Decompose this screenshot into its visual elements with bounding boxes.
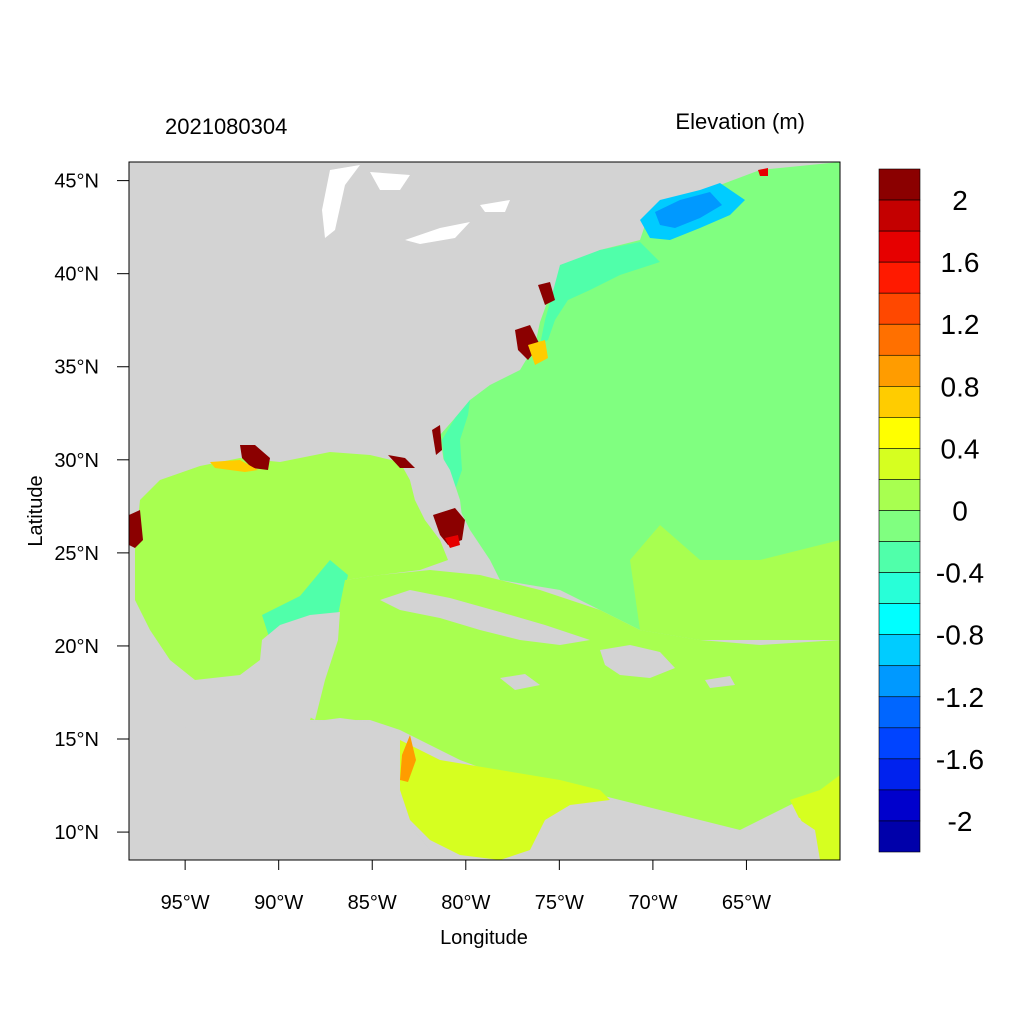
colorbar-segment <box>878 386 921 418</box>
south-america-land <box>545 800 820 860</box>
south-caribbean <box>400 740 610 860</box>
map-panel <box>129 162 840 860</box>
x-axis-label: Longitude <box>440 927 528 949</box>
colorbar-segment <box>878 261 921 294</box>
date-label: 2021080304 <box>165 114 287 139</box>
yucatan-land <box>262 612 340 720</box>
colorbar-label: -0.8 <box>936 620 984 651</box>
gulf-of-maine-core <box>655 192 722 228</box>
nicaragua-coast-high <box>400 735 416 782</box>
y-tick-label: 25°N <box>54 543 99 565</box>
colorbar-segment <box>878 230 921 263</box>
colorbar-segment <box>878 510 921 542</box>
x-tick-label: 90°W <box>254 892 303 914</box>
texas-coast-high <box>129 510 143 548</box>
big-bend-high <box>388 455 415 468</box>
atlantic-ocean <box>440 162 840 640</box>
y-tick-label: 15°N <box>54 729 99 751</box>
variable-label: Elevation (m) <box>675 109 805 134</box>
gulf-shelf-negative <box>262 560 348 640</box>
colorbar-label: 1.6 <box>941 247 980 278</box>
colorbar-label: 1.2 <box>941 309 980 340</box>
colorbar-label: -2 <box>948 806 973 837</box>
colorbar-segment <box>878 727 921 760</box>
colorbar-segment <box>878 354 921 387</box>
carolina-coast-mid <box>528 340 548 365</box>
colorbar-label: 2 <box>952 185 968 216</box>
y-tick-label: 20°N <box>54 636 99 658</box>
colorbar-segment <box>878 789 921 822</box>
x-tick-label: 85°W <box>348 892 397 914</box>
x-axis: 95°W 90°W 85°W 80°W 75°W 70°W 65°W <box>161 860 771 914</box>
x-tick-label: 95°W <box>161 892 210 914</box>
venezuela-coast <box>790 775 840 860</box>
colorbar-label: -1.2 <box>936 682 984 713</box>
colorbar-label: -0.4 <box>936 558 984 589</box>
colorbar-segment <box>878 292 921 325</box>
south-florida-tip <box>445 535 460 548</box>
y-tick-label: 35°N <box>54 357 99 379</box>
hispaniola-land <box>600 645 675 678</box>
colorbar-segment <box>878 199 921 232</box>
x-tick-label: 75°W <box>535 892 584 914</box>
colorbar-segment <box>878 820 921 853</box>
gulf-of-mexico <box>135 452 448 680</box>
puerto-rico-land <box>705 676 735 688</box>
caribbean-sea <box>310 570 840 830</box>
jamaica-land <box>500 674 540 690</box>
colorbar <box>878 168 921 853</box>
atlantic-shelf <box>540 242 660 345</box>
georgia-coast-high <box>432 425 442 455</box>
colorbar-segment <box>878 479 921 511</box>
atlantic-southeast <box>630 525 840 640</box>
x-tick-label: 70°W <box>628 892 677 914</box>
y-tick-label: 45°N <box>54 171 99 193</box>
chesapeake-high <box>538 282 555 305</box>
georgia-shelf <box>442 400 470 490</box>
colorbar-segment <box>878 541 921 573</box>
colorbar-label: -1.6 <box>936 744 984 775</box>
colorbar-segment <box>878 603 921 635</box>
colorbar-segment <box>878 448 921 480</box>
colorbar-labels: 2 1.6 1.2 0.8 0.4 0 -0.4 -0.8 -1.2 -1.6 -2 <box>936 185 984 837</box>
colorbar-segment <box>878 323 921 356</box>
colorbar-segment <box>878 634 921 667</box>
x-tick-label: 80°W <box>441 892 490 914</box>
colorbar-label: 0.8 <box>941 371 980 402</box>
colorbar-segment <box>878 572 921 604</box>
colorbar-segment <box>878 758 921 791</box>
y-tick-label: 40°N <box>54 264 99 286</box>
colorbar-segment <box>878 168 921 201</box>
y-axis: 45°N 40°N 35°N 30°N 25°N 20°N 15°N 10°N <box>54 171 129 844</box>
colorbar-label: 0.4 <box>941 433 980 464</box>
louisiana-coast-mid <box>210 460 258 472</box>
colorbar-segment <box>878 417 921 449</box>
colorbar-label: 0 <box>952 496 968 527</box>
nova-scotia-high <box>758 168 768 176</box>
colorbar-segment <box>878 696 921 729</box>
y-axis-label: Latitude <box>25 475 47 546</box>
cuba-land <box>380 590 590 645</box>
y-tick-label: 10°N <box>54 822 99 844</box>
great-lakes <box>322 165 510 244</box>
colorbar-segment <box>878 665 921 698</box>
louisiana-coast-high <box>240 445 270 470</box>
central-america-land <box>129 718 440 860</box>
plot-frame <box>128 161 841 861</box>
x-tick-label: 65°W <box>722 892 771 914</box>
y-tick-label: 30°N <box>54 450 99 472</box>
